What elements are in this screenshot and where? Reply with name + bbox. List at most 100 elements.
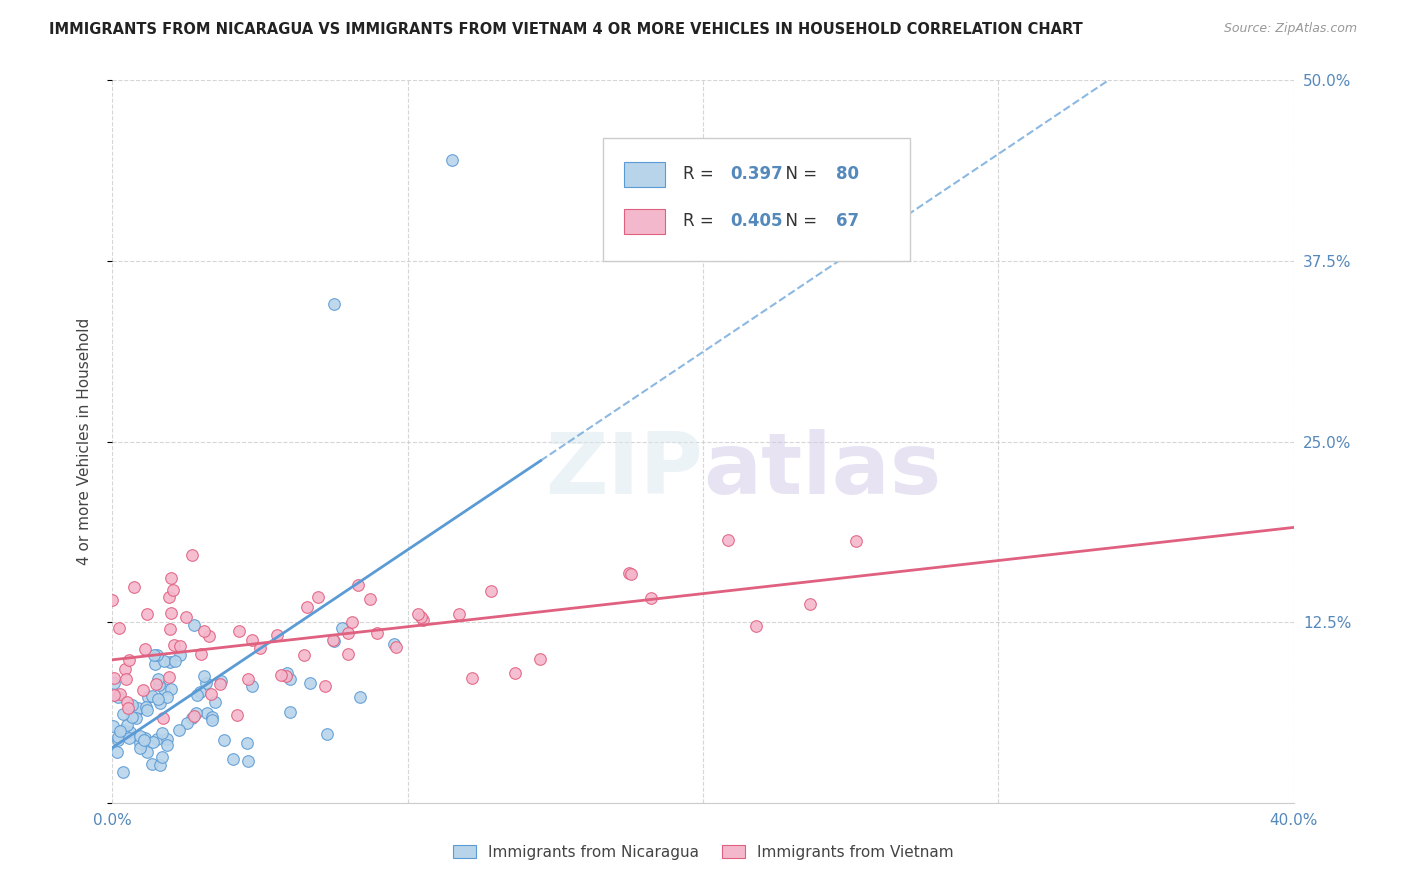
Point [193, 624, 215, 638]
Point [135, 745, 157, 759]
Point [479, 584, 502, 599]
Point [118, 653, 141, 667]
Point [146, 672, 169, 686]
Point [129, 736, 152, 750]
Point [169, 648, 191, 663]
Text: 0.405: 0.405 [730, 212, 783, 230]
Point [120, 725, 142, 739]
Point [143, 657, 166, 671]
Text: ZIP: ZIP [546, 429, 703, 512]
Point [146, 648, 169, 663]
Text: 80: 80 [837, 165, 859, 183]
Point [162, 583, 184, 598]
Point [212, 733, 235, 747]
Point [145, 676, 167, 690]
Point [105, 745, 128, 759]
Point [240, 632, 263, 647]
Point [278, 705, 301, 719]
Point [314, 680, 336, 694]
Point [209, 674, 232, 689]
Point [128, 729, 150, 743]
Point [201, 714, 224, 728]
Point [125, 711, 148, 725]
Point [132, 733, 155, 747]
Text: Source: ZipAtlas.com: Source: ZipAtlas.com [1223, 22, 1357, 36]
Point [336, 626, 359, 640]
Point [292, 648, 315, 662]
Point [134, 731, 156, 745]
Point [228, 624, 250, 639]
Text: atlas: atlas [703, 429, 941, 512]
Point [412, 614, 434, 628]
Point [135, 703, 157, 717]
Point [107, 730, 129, 744]
Point [101, 719, 124, 733]
Point [103, 688, 125, 702]
Point [315, 727, 337, 741]
Point [142, 648, 165, 663]
Text: IMMIGRANTS FROM NICARAGUA VS IMMIGRANTS FROM VIETNAM 4 OR MORE VEHICLES IN HOUSE: IMMIGRANTS FROM NICARAGUA VS IMMIGRANTS … [49, 22, 1083, 37]
Point [299, 676, 322, 690]
Point [150, 726, 173, 740]
Point [385, 640, 408, 654]
Point [180, 711, 202, 725]
Text: 0.397: 0.397 [730, 165, 783, 183]
Point [111, 706, 134, 721]
Point [141, 689, 163, 703]
Point [159, 571, 181, 585]
Point [142, 735, 165, 749]
Point [136, 690, 159, 704]
Point [620, 566, 643, 581]
Point [221, 752, 243, 766]
Point [150, 749, 173, 764]
Point [115, 718, 138, 732]
Point [193, 668, 215, 682]
Point [295, 599, 318, 614]
Point [160, 606, 183, 620]
Point [101, 592, 124, 607]
Point [276, 665, 298, 680]
Point [529, 652, 551, 666]
Text: N =: N = [775, 212, 823, 230]
Point [114, 662, 136, 676]
Point [717, 533, 740, 548]
Point [190, 647, 212, 661]
Text: N =: N = [775, 165, 823, 183]
Point [195, 675, 218, 690]
Point [186, 706, 208, 720]
FancyBboxPatch shape [603, 138, 910, 260]
Point [408, 607, 430, 621]
Point [366, 625, 388, 640]
Point [107, 732, 129, 747]
Point [745, 619, 768, 633]
Point [278, 672, 301, 686]
Point [447, 607, 470, 621]
Point [107, 690, 129, 704]
Point [128, 741, 150, 756]
Point [122, 580, 145, 594]
Point [186, 689, 208, 703]
Point [322, 633, 344, 648]
Point [165, 654, 187, 668]
Point [270, 667, 292, 681]
Point [141, 756, 163, 771]
Point [112, 723, 135, 738]
Legend: Immigrants from Nicaragua, Immigrants from Vietnam: Immigrants from Nicaragua, Immigrants fr… [444, 837, 962, 867]
Point [103, 676, 125, 690]
Point [157, 670, 180, 684]
Point [153, 654, 176, 668]
Point [441, 153, 464, 167]
Point [146, 731, 169, 746]
Point [117, 701, 139, 715]
Point [200, 687, 222, 701]
Point [115, 673, 138, 687]
Point [198, 629, 221, 643]
Point [156, 690, 179, 704]
Point [152, 710, 174, 724]
Point [190, 684, 212, 698]
Point [159, 655, 181, 669]
Point [156, 731, 179, 746]
Point [103, 671, 125, 685]
Point [201, 710, 224, 724]
Point [156, 738, 179, 752]
